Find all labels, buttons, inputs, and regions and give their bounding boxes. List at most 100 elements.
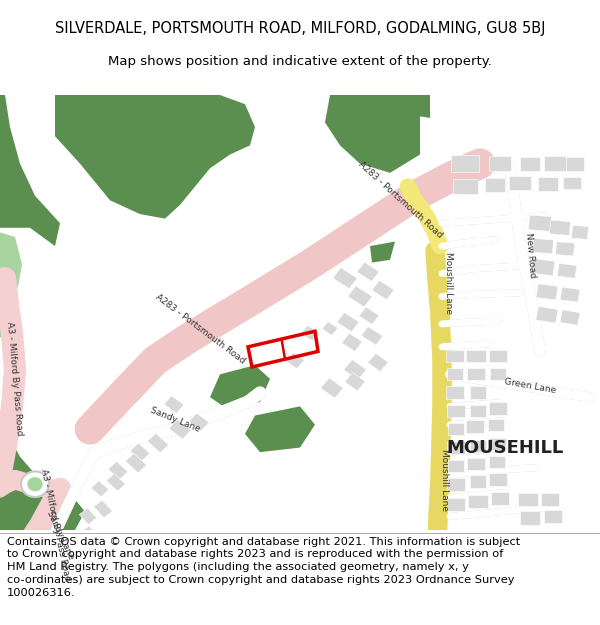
Bar: [447, 368, 463, 380]
Text: A283 - Portsmouth Road: A283 - Portsmouth Road: [356, 160, 444, 241]
Bar: [571, 226, 589, 239]
Polygon shape: [210, 365, 270, 411]
Text: Moushill Lane: Moushill Lane: [440, 449, 449, 511]
Bar: [359, 307, 379, 324]
Bar: [125, 453, 146, 473]
Bar: [348, 286, 372, 307]
Bar: [536, 306, 558, 323]
Bar: [94, 500, 112, 518]
Bar: [447, 498, 465, 511]
Text: Map shows position and indicative extent of the property.: Map shows position and indicative extent…: [108, 56, 492, 68]
Bar: [448, 460, 464, 472]
Bar: [467, 368, 485, 380]
Bar: [286, 352, 304, 369]
Bar: [550, 220, 571, 236]
Text: Moushill Lane: Moushill Lane: [443, 252, 452, 314]
Bar: [452, 179, 478, 194]
Polygon shape: [0, 296, 18, 338]
Bar: [529, 215, 551, 231]
Bar: [372, 281, 394, 299]
Bar: [447, 478, 465, 491]
Bar: [488, 419, 504, 431]
Bar: [337, 312, 359, 332]
Bar: [488, 438, 506, 450]
Bar: [490, 368, 506, 380]
Bar: [520, 157, 540, 171]
Text: Contains OS data © Crown copyright and database right 2021. This information is : Contains OS data © Crown copyright and d…: [7, 537, 520, 598]
Bar: [368, 353, 388, 372]
Text: MOUSEHILL: MOUSEHILL: [446, 439, 563, 457]
Bar: [470, 404, 486, 418]
Bar: [446, 349, 464, 362]
Text: New Road: New Road: [524, 232, 536, 278]
Bar: [466, 420, 484, 433]
Bar: [541, 493, 559, 506]
Bar: [470, 440, 486, 452]
Bar: [489, 456, 505, 468]
Polygon shape: [325, 95, 420, 173]
Bar: [333, 268, 357, 289]
Bar: [489, 473, 507, 486]
Bar: [560, 310, 580, 325]
Bar: [344, 372, 365, 391]
Polygon shape: [0, 424, 85, 530]
Polygon shape: [370, 95, 430, 118]
Text: Sandy Lane: Sandy Lane: [45, 509, 75, 561]
Bar: [566, 157, 584, 171]
Bar: [518, 493, 538, 506]
Bar: [556, 242, 575, 256]
Polygon shape: [0, 232, 22, 292]
Bar: [447, 404, 465, 418]
Bar: [536, 284, 558, 300]
Bar: [467, 458, 485, 470]
Polygon shape: [0, 95, 60, 246]
Polygon shape: [55, 95, 255, 219]
Bar: [320, 378, 343, 398]
Bar: [108, 461, 128, 479]
Bar: [169, 419, 191, 439]
Bar: [67, 536, 83, 552]
Bar: [468, 495, 488, 509]
Bar: [563, 176, 581, 189]
Bar: [79, 508, 97, 524]
Bar: [447, 441, 465, 454]
Bar: [451, 156, 479, 172]
Bar: [301, 325, 319, 341]
Bar: [361, 327, 383, 345]
Bar: [82, 526, 98, 543]
Bar: [130, 443, 150, 461]
Bar: [164, 396, 184, 413]
Bar: [544, 156, 566, 171]
Bar: [485, 178, 505, 192]
Bar: [148, 433, 169, 452]
Bar: [557, 263, 577, 278]
Bar: [470, 475, 486, 488]
Polygon shape: [370, 241, 395, 262]
Bar: [466, 349, 486, 362]
Bar: [91, 481, 109, 497]
Polygon shape: [245, 406, 315, 452]
Bar: [489, 156, 511, 171]
Bar: [470, 386, 486, 399]
Bar: [342, 333, 362, 351]
Bar: [531, 259, 555, 276]
Text: A283 - Portsmouth Road: A283 - Portsmouth Road: [154, 292, 247, 365]
Text: SILVERDALE, PORTSMOUTH ROAD, MILFORD, GODALMING, GU8 5BJ: SILVERDALE, PORTSMOUTH ROAD, MILFORD, GO…: [55, 21, 545, 36]
Text: A3 - Milford By Pass Road: A3 - Milford By Pass Road: [38, 469, 71, 582]
Circle shape: [21, 471, 49, 497]
Bar: [189, 413, 209, 431]
Bar: [448, 423, 464, 435]
Bar: [446, 386, 464, 399]
Bar: [538, 177, 558, 191]
Bar: [544, 510, 562, 522]
Bar: [106, 474, 125, 491]
Bar: [322, 322, 338, 336]
Bar: [489, 402, 507, 414]
Bar: [491, 492, 509, 505]
Bar: [532, 239, 554, 254]
Circle shape: [28, 478, 42, 491]
Bar: [357, 262, 379, 281]
Bar: [509, 176, 531, 190]
Text: Sandy Lane: Sandy Lane: [149, 406, 201, 434]
Text: A3 - Milford By Pass Road: A3 - Milford By Pass Road: [5, 321, 23, 436]
